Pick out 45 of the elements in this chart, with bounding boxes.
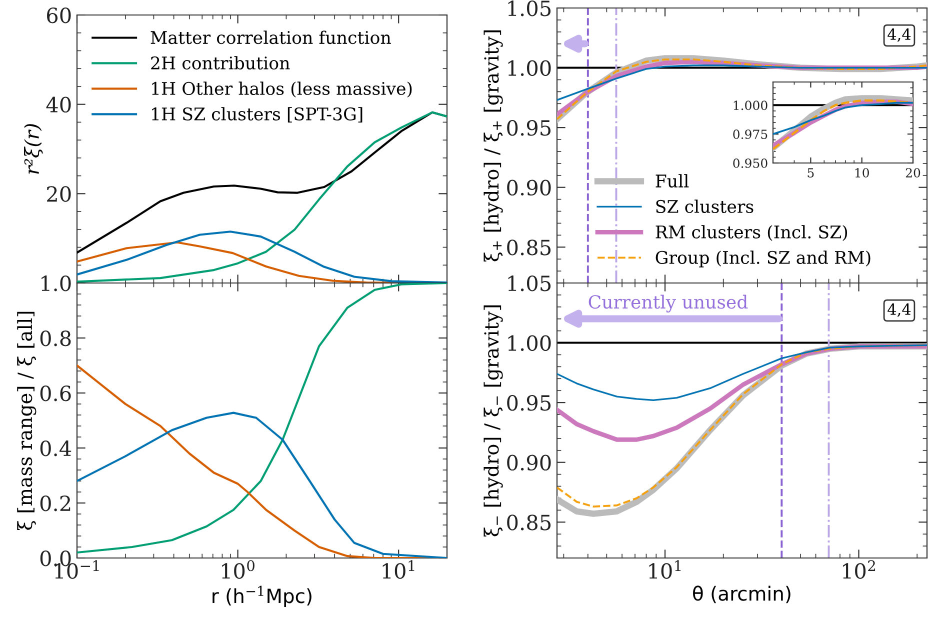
- y-tick-label: 0.8: [40, 330, 71, 346]
- y-tick-label: 20: [47, 186, 71, 202]
- legend-label: 1H SZ clusters [SPT-3G]: [152, 107, 362, 123]
- y-tick-label: 0.90: [507, 180, 551, 196]
- x-tick-label: 10: [855, 168, 869, 178]
- legend-label: Full: [656, 174, 689, 188]
- y-tick-label: 0.95: [507, 395, 551, 411]
- y-tick-label: 0.6: [40, 385, 71, 402]
- y-axis-title: ξ$_{−}$ [hydro] / ξ$_{−}$ [gravity]: [484, 305, 503, 536]
- x-tick-label: 5: [808, 168, 814, 178]
- y-tick-label: 1.0: [42, 275, 71, 292]
- legend-label: SZ clusters: [656, 200, 754, 214]
- y-tick-label: 0.85: [507, 514, 551, 530]
- legend-label: Matter correlation function: [150, 30, 391, 44]
- y-tick-label: 0.2: [40, 495, 70, 512]
- annotation: 4,4: [888, 28, 911, 42]
- y-axis-title: r²ξ(r): [24, 124, 43, 174]
- annotation: Currently unused: [588, 294, 748, 312]
- legend-label: Group (Incl. SZ and RM): [656, 250, 870, 268]
- legend-label: 2H contribution: [151, 56, 290, 70]
- legend-label: RM clusters (Incl. SZ): [656, 225, 848, 241]
- y-tick-label: 1.00: [508, 335, 551, 351]
- x-tick-label: 20: [906, 168, 920, 178]
- y-axis-title: ξ [mass range] / ξ [all]: [17, 312, 36, 530]
- y-tick-label: 0.90: [507, 454, 551, 471]
- y-tick-label: 60: [47, 7, 71, 24]
- x-tick-label: 10$^{1}$: [382, 560, 414, 579]
- y-tick-label: 0.975: [733, 130, 768, 139]
- y-tick-label: 0.4: [40, 440, 72, 456]
- legend-label: 1H Other halos (less massive): [152, 82, 412, 98]
- annotation: 4,4: [888, 303, 911, 317]
- y-tick-label: 40: [46, 96, 71, 113]
- x-tick-label: 10$^{0}$: [222, 560, 254, 579]
- x-tick-label: 10$^{2}$: [842, 560, 875, 579]
- x-axis-title: r (h$^{−1}$Mpc): [212, 586, 312, 608]
- y-tick-label: 0.85: [507, 240, 551, 256]
- y-tick-label: 1.000: [734, 100, 768, 110]
- x-axis-title: θ (arcmin): [693, 586, 790, 604]
- y-tick-label: 1.05: [508, 0, 551, 16]
- y-tick-label: 0.950: [733, 158, 768, 168]
- y-axis-title: ξ$_{+}$ [hydro] / ξ$_{+}$ [gravity]: [484, 30, 503, 262]
- y-tick-label: 1.05: [508, 275, 551, 292]
- y-tick-label: 0.95: [507, 120, 551, 136]
- y-tick-label: 1.00: [508, 60, 551, 76]
- x-tick-label: 10$^{1}$: [649, 560, 681, 579]
